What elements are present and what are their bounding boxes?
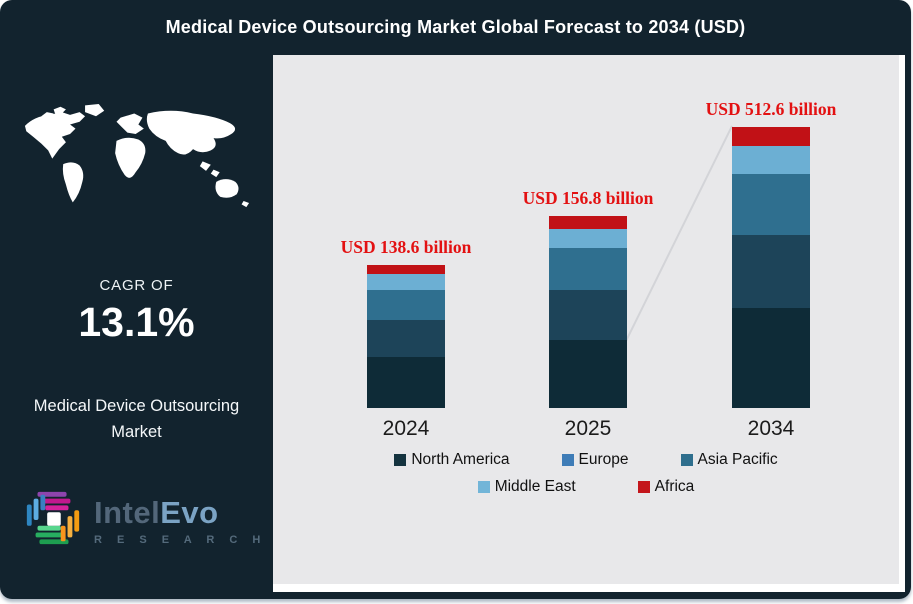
chart-panel: USD 138.6 billion 2024 USD 156.8 billion 20… <box>273 55 905 592</box>
cagr-label: CAGR OF <box>99 277 174 294</box>
segment-north-america <box>732 308 810 408</box>
legend-swatch-north-america <box>394 454 407 466</box>
bar-total-label: USD 156.8 billion <box>522 188 654 208</box>
x-axis-label-2034: 2034 <box>747 417 795 440</box>
bar-stack <box>732 127 810 408</box>
segment-asia-pacific <box>549 248 627 290</box>
segment-asia-pacific <box>732 174 810 235</box>
segment-middle-east <box>732 146 810 174</box>
segment-europe <box>732 235 810 308</box>
bar-stack <box>549 216 627 408</box>
bar-column-2025: USD 156.8 billion 2025 <box>523 188 654 441</box>
legend-row-1: Middle East Africa <box>477 478 695 496</box>
segment-africa <box>549 216 627 229</box>
legend-item-north-america: North America <box>394 451 510 469</box>
segment-middle-east <box>367 274 445 290</box>
x-axis-label-2024: 2024 <box>382 417 430 440</box>
market-name-line2: Market <box>111 423 162 441</box>
bar-chart: USD 138.6 billion 2024 USD 156.8 billion 20… <box>273 55 899 584</box>
x-axis-label-2025: 2025 <box>564 417 612 440</box>
page-title: Medical Device Outsourcing Market Global… <box>165 17 746 37</box>
legend-row-0: North America Europe Asia Pacific <box>394 451 778 469</box>
segment-europe <box>549 290 627 340</box>
logo-text: IntelEvo R E S E A R C H <box>94 495 266 546</box>
sidebar: CAGR OF 13.1% Medical Device Outsourcing… <box>0 55 273 599</box>
intelevo-logo: IntelEvo R E S E A R C H <box>22 487 266 554</box>
segment-africa <box>367 265 445 274</box>
legend-label-africa: Africa <box>654 478 695 495</box>
legend-item-middle-east: Middle East <box>477 478 576 496</box>
legend-item-asia-pacific: Asia Pacific <box>680 451 778 469</box>
market-name: Medical Device Outsourcing Market <box>0 393 273 445</box>
legend-swatch-europe <box>561 454 574 466</box>
legend-label-north-america: North America <box>411 451 510 468</box>
bar-column-2024: USD 138.6 billion 2024 <box>341 237 472 441</box>
segment-africa <box>732 127 810 146</box>
legend-swatch-africa <box>637 481 650 493</box>
header: Medical Device Outsourcing Market Global… <box>0 0 911 55</box>
bar-total-label: USD 512.6 billion <box>705 99 837 119</box>
segment-europe <box>367 320 445 357</box>
legend-item-africa: Africa <box>637 478 695 496</box>
logo-wordmark-evo: Evo <box>160 495 219 530</box>
intelevo-logo-icon <box>22 487 84 554</box>
segment-asia-pacific <box>367 290 445 320</box>
chart-legend: North America Europe Asia Pacific Middle Ea… <box>273 451 899 496</box>
bar-column-2034: USD 512.6 billion 2034 <box>706 99 837 441</box>
bar-stack <box>367 265 445 408</box>
world-map-image <box>14 81 260 239</box>
bar-total-label: USD 138.6 billion <box>340 237 472 257</box>
logo-wordmark: IntelEvo <box>94 495 219 530</box>
legend-swatch-middle-east <box>477 481 490 493</box>
logo-subtitle: R E S E A R C H <box>94 534 267 546</box>
market-name-line1: Medical Device Outsourcing <box>33 397 240 415</box>
legend-label-middle-east: Middle East <box>494 478 576 495</box>
logo-wordmark-intel: Intel <box>94 495 161 530</box>
segment-north-america <box>367 357 445 408</box>
legend-item-europe: Europe <box>561 451 629 469</box>
legend-swatch-asia-pacific <box>680 454 693 466</box>
legend-label-europe: Europe <box>578 451 629 468</box>
legend-label-asia-pacific: Asia Pacific <box>697 451 778 468</box>
segment-middle-east <box>549 229 627 248</box>
segment-north-america <box>549 340 627 408</box>
cagr-value: 13.1% <box>78 299 195 345</box>
